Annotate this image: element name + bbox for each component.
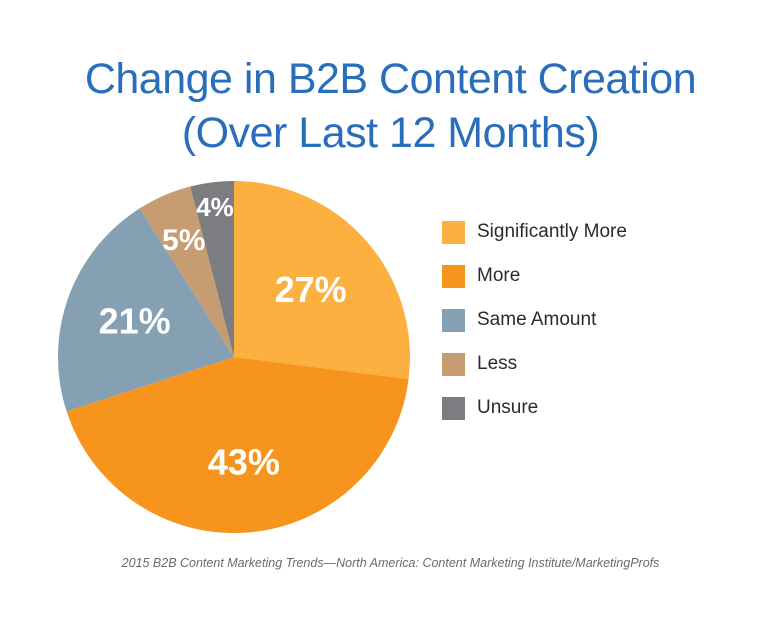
- legend-label: Less: [477, 353, 518, 374]
- source-note: 2015 B2B Content Marketing Trends—North …: [121, 556, 660, 570]
- pie-slice-label: 21%: [99, 301, 171, 342]
- chart-title-line-2: (Over Last 12 Months): [181, 109, 600, 157]
- legend-swatch: [442, 264, 465, 288]
- pie-slice-label: 27%: [275, 269, 347, 310]
- legend-swatch: [442, 220, 465, 244]
- legend-item: Less: [442, 342, 627, 386]
- legend-item: Significantly More: [442, 210, 627, 254]
- pie-slice-same-amount: [57, 208, 235, 412]
- pie-slice-unsure: [190, 181, 234, 357]
- legend-label: More: [477, 265, 521, 286]
- legend-swatch: [442, 396, 465, 420]
- pie-slice-significantly-more: [234, 181, 410, 380]
- chart-title: Change in B2B Content Creation (Over Las…: [0, 52, 781, 160]
- chart-title-line-1: Change in B2B Content Creation: [84, 55, 697, 103]
- legend-swatch: [442, 352, 465, 376]
- pie-slice-label: 43%: [208, 442, 280, 483]
- legend-item: Same Amount: [442, 298, 627, 342]
- legend-item: Unsure: [442, 386, 627, 430]
- legend-label: Unsure: [477, 397, 539, 418]
- legend-label: Same Amount: [477, 309, 597, 330]
- pie-slice-label: 5%: [162, 224, 205, 257]
- pie-slice-less: [139, 186, 234, 357]
- pie-slice-label: 4%: [196, 192, 234, 222]
- legend-swatch: [442, 308, 465, 332]
- legend-item: More: [442, 254, 627, 298]
- legend-label: Significantly More: [477, 221, 627, 242]
- legend: Significantly More More Same Amount Less…: [442, 210, 627, 430]
- pie-slice-more: [66, 357, 409, 534]
